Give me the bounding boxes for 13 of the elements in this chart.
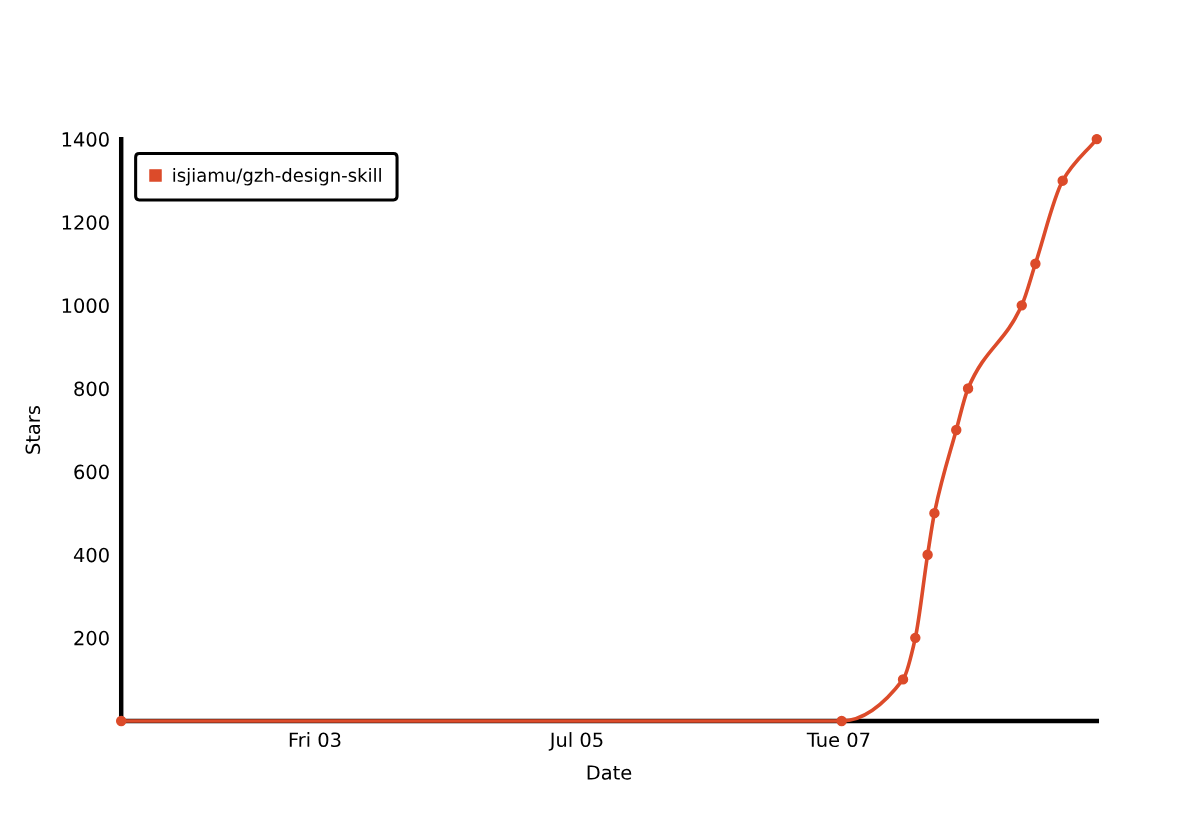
- y-tick-label: 400: [73, 547, 109, 563]
- y-axis-title: Stars: [25, 405, 41, 454]
- x-axis-title: Date: [587, 765, 632, 780]
- y-tick-label: 1000: [62, 298, 109, 314]
- x-tick-label: Fri 03: [289, 732, 341, 748]
- legend-label: isjiamu/gzh-design-skill: [173, 168, 381, 186]
- x-tick-label: Tue 07: [806, 732, 870, 748]
- y-tick-label: 800: [74, 381, 109, 397]
- y-tick-label: 600: [74, 464, 109, 480]
- x-tick-label: Jul 05: [548, 732, 603, 751]
- y-tick-label: 1200: [62, 215, 109, 230]
- y-tick-label: 1400: [62, 132, 109, 147]
- y-tick-label: 200: [74, 630, 109, 646]
